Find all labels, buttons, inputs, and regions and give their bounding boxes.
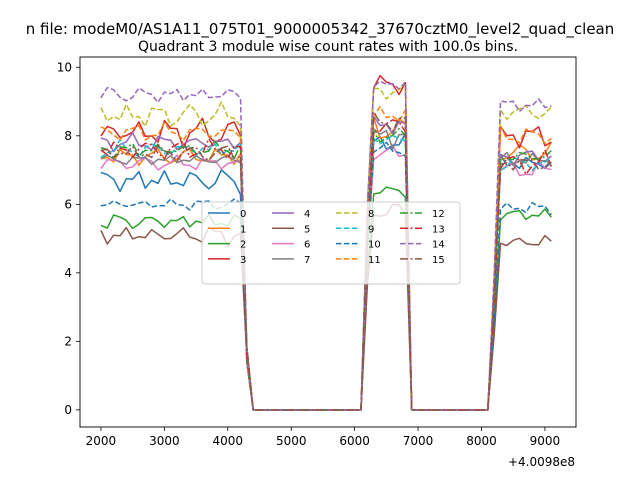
legend-label-15: 15 [432,255,445,266]
y-tick-label: 6 [64,197,72,211]
legend-label-9: 9 [368,224,374,235]
chart-title: Quadrant 3 module wise count rates with … [138,39,518,55]
x-tick-label: 3000 [149,434,180,448]
legend-label-7: 7 [304,255,310,266]
x-tick-label: 8000 [466,434,497,448]
legend-box [201,201,461,285]
figure-suptitle: n file: modeM0/AS1A11_075T01_9000005342_… [26,20,615,39]
legend-label-3: 3 [240,255,246,266]
legend-label-2: 2 [240,240,246,251]
legend-label-0: 0 [240,209,246,220]
x-tick-label: 4000 [213,434,244,448]
legend-label-11: 11 [368,255,381,266]
x-tick-label: 9000 [530,434,561,448]
series-line-14 [100,80,552,411]
x-tick-label: 5000 [276,434,307,448]
legend-label-6: 6 [304,240,310,251]
y-tick-label: 0 [64,403,72,417]
y-tick-label: 10 [57,60,72,74]
legend-label-4: 4 [304,209,310,220]
legend-label-13: 13 [432,224,445,235]
x-tick-label: 7000 [403,434,434,448]
y-tick-label: 4 [64,266,72,280]
legend-label-10: 10 [368,240,381,251]
x-tick-label: 2000 [86,434,117,448]
y-tick-label: 8 [64,129,72,143]
x-axis-offset-label: +4.0098e8 [508,455,575,469]
legend-label-5: 5 [304,224,310,235]
legend-label-12: 12 [432,209,445,220]
x-tick-label: 6000 [339,434,370,448]
axes-frame [79,56,577,428]
plot-lines [100,74,552,411]
legend-label-14: 14 [432,240,445,251]
legend-label-8: 8 [368,209,374,220]
y-tick-label: 2 [64,334,72,348]
legend-label-1: 1 [240,224,246,235]
y-axis: 0 2 4 6 8 10 [57,60,80,417]
x-axis: 2000 3000 4000 5000 6000 7000 8000 9000 [86,427,561,448]
